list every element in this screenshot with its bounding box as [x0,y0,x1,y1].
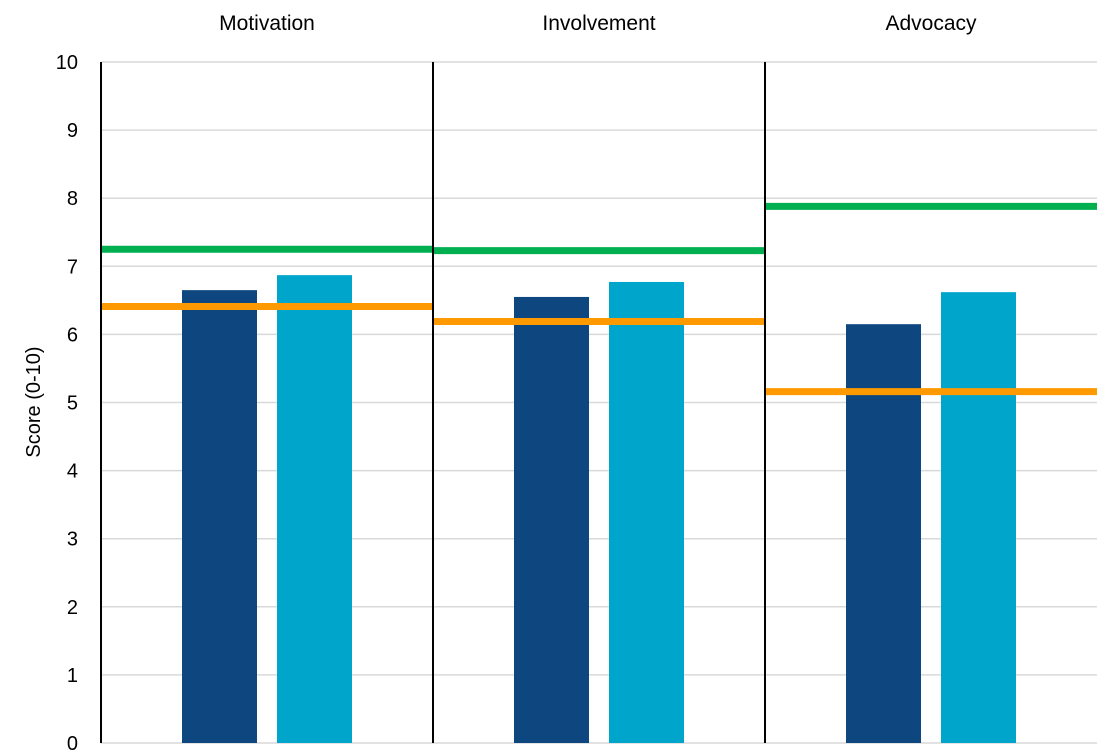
y-tick-label: 4 [67,461,78,483]
bar [182,290,257,743]
y-tick-labels: 0 1 2 3 4 5 6 7 8 9 10 [56,52,78,753]
y-tick-label: 9 [67,120,78,142]
y-tick-label: 7 [67,256,78,278]
bar [846,324,921,743]
y-tick-label: 3 [67,529,78,551]
bars [182,275,1016,743]
bar [514,296,589,743]
y-tick-label: 2 [67,597,78,619]
y-tick-label: 10 [56,52,78,74]
reference-lines [101,202,1097,396]
y-tick-label: 5 [67,393,78,415]
category-label: Motivation [219,12,315,35]
gridlines [101,61,1097,744]
y-tick-label: 6 [67,324,78,346]
y-axis-title: Score (0-10) [23,346,45,457]
category-label: Advocacy [885,12,977,35]
category-label: Involvement [542,12,655,35]
bar [941,292,1016,743]
y-tick-label: 8 [67,188,78,210]
panel-dividers [100,62,766,743]
y-tick-label: 1 [67,665,78,687]
bar [277,275,352,743]
y-tick-label: 0 [67,733,78,753]
bar [609,281,684,743]
category-labels: Motivation Involvement Advocacy [219,12,977,35]
